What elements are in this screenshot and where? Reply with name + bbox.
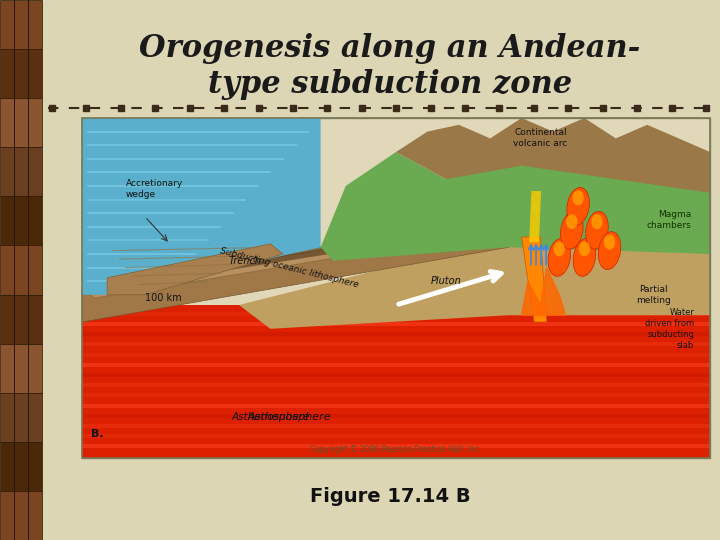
Text: Asthenosphere: Asthenosphere: [248, 412, 331, 422]
Bar: [82, 353, 710, 357]
Text: Partial
melting: Partial melting: [636, 285, 671, 305]
Bar: [0, 393, 42, 442]
Polygon shape: [239, 203, 710, 329]
Polygon shape: [521, 237, 546, 322]
Bar: [82, 383, 710, 387]
Bar: [82, 305, 710, 458]
Polygon shape: [82, 220, 521, 298]
Bar: [82, 332, 710, 336]
Polygon shape: [604, 235, 615, 249]
Polygon shape: [567, 187, 590, 225]
Bar: [82, 403, 710, 408]
Text: Continental
volcanic arc: Continental volcanic arc: [513, 128, 567, 148]
Polygon shape: [320, 135, 710, 261]
Text: B.: B.: [91, 429, 104, 439]
Polygon shape: [548, 239, 570, 276]
Bar: [82, 363, 710, 367]
Polygon shape: [572, 191, 584, 205]
Bar: [82, 312, 710, 316]
Polygon shape: [82, 118, 320, 295]
Polygon shape: [82, 220, 509, 322]
Bar: [0, 49, 42, 98]
Bar: [82, 322, 710, 326]
Bar: [82, 342, 710, 347]
Bar: [0, 246, 42, 294]
Bar: [0, 294, 42, 343]
Text: Trench: Trench: [229, 256, 261, 266]
Bar: [0, 0, 42, 49]
Bar: [0, 147, 42, 197]
Text: Pluton: Pluton: [431, 276, 462, 286]
Text: Water
driven from
subducting
slab: Water driven from subducting slab: [645, 308, 694, 350]
Bar: [82, 444, 710, 449]
Polygon shape: [573, 239, 595, 276]
Bar: [82, 118, 710, 458]
Bar: [82, 434, 710, 438]
Text: type subduction zone: type subduction zone: [208, 70, 572, 100]
Polygon shape: [598, 232, 621, 269]
Bar: [82, 414, 710, 418]
Polygon shape: [579, 241, 590, 256]
Text: Subducting oceanic lithosphere: Subducting oceanic lithosphere: [219, 246, 359, 289]
Text: Figure 17.14 B: Figure 17.14 B: [310, 487, 470, 505]
Bar: [0, 442, 42, 491]
Bar: [0, 98, 42, 147]
Bar: [0, 197, 42, 246]
Bar: [0, 491, 42, 540]
Polygon shape: [586, 211, 608, 249]
Polygon shape: [396, 118, 710, 193]
Text: Magma
chambers: Magma chambers: [647, 210, 691, 230]
Text: Accretionary
wedge: Accretionary wedge: [126, 179, 183, 199]
Text: 100 km: 100 km: [145, 293, 181, 303]
Bar: [82, 424, 710, 428]
Polygon shape: [521, 268, 566, 315]
Bar: [82, 394, 710, 397]
Polygon shape: [107, 244, 283, 295]
Text: Asthenosphere: Asthenosphere: [231, 412, 310, 422]
Polygon shape: [554, 241, 565, 256]
Bar: [0, 343, 42, 393]
Text: Copyright © 2006 Pearson Prentice Hall, Inc.: Copyright © 2006 Pearson Prentice Hall, …: [310, 445, 482, 454]
Polygon shape: [566, 214, 577, 229]
Polygon shape: [591, 214, 603, 229]
Bar: [82, 373, 710, 377]
Text: Orogenesis along an Andean-: Orogenesis along an Andean-: [140, 32, 641, 64]
Bar: [82, 118, 710, 458]
Polygon shape: [561, 211, 583, 249]
Polygon shape: [82, 217, 521, 292]
